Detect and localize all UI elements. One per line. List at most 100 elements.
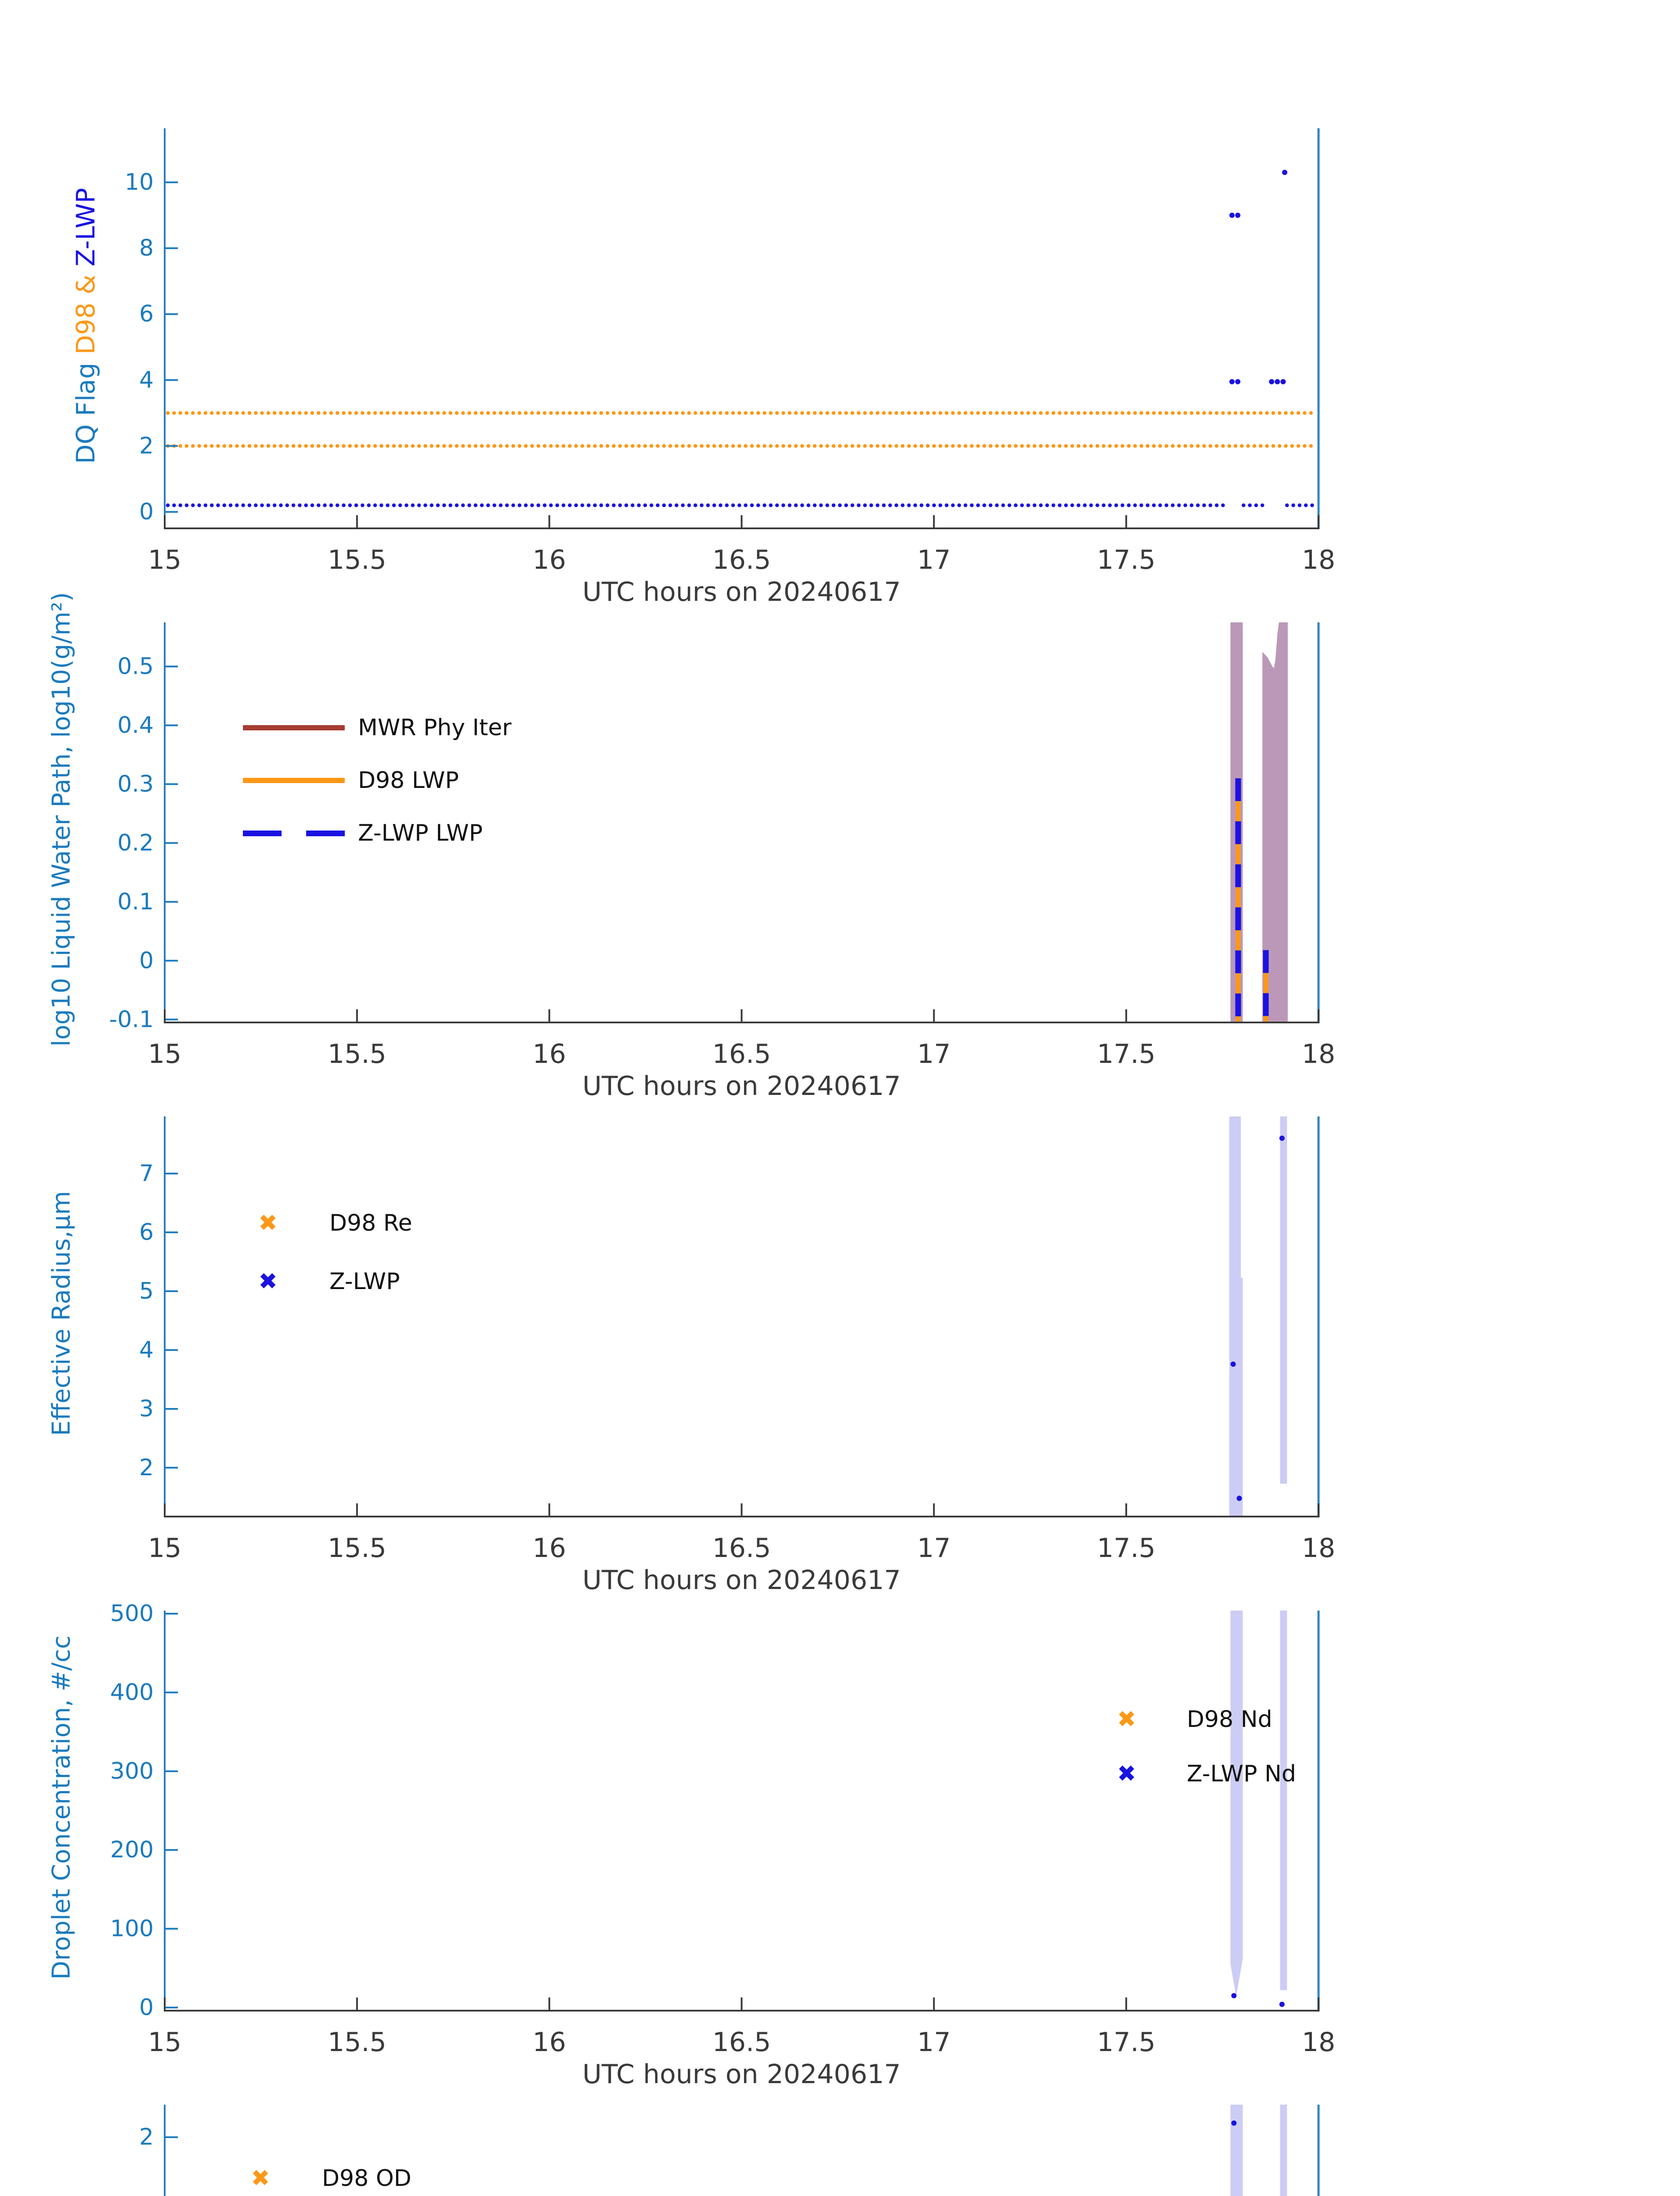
legend-swatch-x-icon: ✖ — [251, 2165, 270, 2192]
y-tick-label: 10 — [125, 169, 154, 195]
x-tick-label: 16 — [532, 545, 566, 575]
y-tick-label: 200 — [110, 1837, 154, 1863]
data-point-z-lwp-nd — [1231, 2120, 1237, 2126]
y-tick-label: 2 — [139, 433, 154, 459]
legend-item-z-lwp: ✖ Z-LWP — [257, 1252, 412, 1311]
x-tick-label: 15.5 — [328, 545, 387, 575]
uncertainty-band-optical-depth-1 — [1280, 2105, 1287, 2196]
legend-item-d98-re: ✖ D98 Re — [257, 1194, 412, 1252]
x-tick-label: 17.5 — [1097, 1039, 1156, 1069]
uncertainty-band-droplet-concentration-0 — [1230, 1611, 1243, 1997]
subplot-liquid-water-path: log10 Liquid Water Path, log10(g/m²) UTC… — [0, 592, 1680, 1116]
x-tick-label: 16 — [532, 2027, 566, 2058]
y-tick-label: 6 — [139, 1219, 154, 1246]
x-tick-label: 17 — [917, 2027, 950, 2058]
data-point-z-lwp — [1279, 1135, 1285, 1141]
x-tick-label: 15.5 — [328, 2027, 387, 2058]
x-tick-label: 17.5 — [1097, 1533, 1156, 1564]
uncertainty-band-effective-radius-1 — [1280, 1116, 1287, 1484]
y-tick-label: 0.3 — [117, 771, 154, 797]
y-tick-label: 0 — [139, 947, 154, 974]
y-tick-label: 4 — [139, 1337, 154, 1363]
uncertainty-band-droplet-concentration-1 — [1280, 1611, 1287, 1990]
subplot-droplet-concentration: Droplet Concentration, #/cc UTC hours on… — [0, 1611, 1680, 2105]
y-tick-label: 2 — [139, 1455, 154, 1481]
legend-item-z-lwp-lwp: Z-LWP LWP — [243, 807, 512, 860]
data-point-z-lwp-flag — [1282, 170, 1287, 175]
plot-data-layer-lwp — [1230, 622, 1288, 1022]
subplot-dq-flag: DQ Flag D98 & Z-LWP UTC hours on 2024061… — [0, 128, 1680, 622]
x-tick-label: 15 — [148, 1533, 181, 1564]
uncertainty-band-optical-depth-0 — [1230, 2105, 1243, 2196]
x-tick-label: 18 — [1302, 1533, 1335, 1564]
x-tick-label: 16 — [532, 1039, 566, 1069]
legend-item-d98-nd: ✖ D98 Nd — [1116, 1692, 1296, 1747]
data-point-z-lwp-flag — [1235, 213, 1241, 218]
legend-swatch-x-icon: ✖ — [258, 1210, 278, 1236]
x-tick-label: 16 — [532, 1533, 566, 1564]
x-tick-label: 17.5 — [1097, 545, 1156, 575]
y-tick-label: 5 — [139, 1278, 154, 1304]
data-point-z-lwp-flag — [1280, 379, 1286, 385]
legend-effective-radius: ✖ D98 Re ✖ Z-LWP — [257, 1194, 412, 1311]
data-point-z-lwp — [1236, 1495, 1242, 1501]
x-tick-label: 16.5 — [712, 545, 771, 575]
y-tick-label: 0.5 — [117, 653, 154, 679]
x-tick-label: 15.5 — [328, 1039, 387, 1069]
data-point-z-lwp-flag — [1229, 213, 1235, 218]
legend-swatch-dash-icon — [243, 830, 345, 836]
data-point-z-lwp — [1230, 1362, 1236, 1367]
y-tick-label: -0.1 — [109, 1006, 154, 1033]
x-tick-label: 17 — [917, 545, 950, 575]
legend-item-z-lwp-nd: ✖ Z-LWP Nd — [1116, 1747, 1296, 1801]
x-axis-label: UTC hours on 20240617 — [582, 1071, 901, 1102]
x-tick-label: 16.5 — [712, 2027, 771, 2058]
data-point-z-lwp-flag — [1235, 379, 1241, 385]
x-tick-label: 17.5 — [1097, 2027, 1156, 2058]
legend-item-mwr-phy-iter: MWR Phy Iter — [243, 701, 512, 754]
x-tick-label: 18 — [1302, 2027, 1335, 2058]
x-axis-label: UTC hours on 20240617 — [582, 2059, 901, 2090]
y-tick-label: 300 — [110, 1758, 154, 1784]
x-tick-label: 15 — [148, 2027, 181, 2058]
y-tick-label: 0.1 — [117, 889, 154, 915]
y-axis-label-optical-depth: Optical Depth — [47, 1994, 76, 2196]
ylabel-part-zlwp: Z-LWP — [71, 188, 101, 267]
x-axis-label: UTC hours on 20240617 — [582, 577, 901, 607]
x-tick-label: 16.5 — [712, 1039, 771, 1069]
ylabel-part-d98: D98 & — [71, 266, 101, 355]
y-tick-label: 3 — [139, 1396, 154, 1422]
legend-swatch-x-icon: ✖ — [1117, 1761, 1136, 1787]
legend-label: D98 Nd — [1187, 1706, 1272, 1733]
subplot-optical-depth: Optical Depth UTC hours on 20240617 ✖D98… — [0, 2105, 1680, 2196]
legend-lwp: MWR Phy Iter D98 LWP Z-LWP LWP — [243, 701, 512, 860]
plot-data-layer-effective-radius — [1229, 1116, 1287, 1517]
y-tick-label: 0 — [139, 498, 154, 525]
x-tick-label: 15 — [148, 545, 181, 575]
x-tick-label: 16.5 — [712, 1533, 771, 1564]
legend-droplet-concentration: ✖ D98 Nd ✖ Z-LWP Nd — [1116, 1692, 1296, 1801]
y-tick-label: 0.4 — [117, 712, 154, 738]
y-tick-label: 100 — [110, 1915, 154, 1942]
x-tick-label: 17 — [917, 1039, 950, 1069]
y-tick-label: 500 — [110, 1600, 154, 1627]
x-tick-label: 15 — [148, 1039, 181, 1069]
legend-label: MWR Phy Iter — [358, 715, 512, 741]
y-tick-label: 6 — [139, 301, 154, 327]
legend-item-d98-lwp: D98 LWP — [243, 754, 512, 807]
legend-item-d98-od: ✖ D98 OD — [249, 2149, 431, 2196]
legend-optical-depth: ✖D98 OD✖Z-LWP Nd — [249, 2149, 431, 2196]
data-point-z-lwp-flag — [1269, 379, 1275, 385]
legend-label: D98 LWP — [358, 767, 459, 794]
data-point-z-lwp-flag — [1229, 379, 1235, 385]
legend-swatch-line-icon — [243, 725, 345, 730]
data-point-z-lwp-flag — [1275, 379, 1280, 385]
legend-swatch-line-icon — [243, 778, 345, 783]
legend-swatch-x-icon: ✖ — [1117, 1706, 1136, 1733]
legend-label: Z-LWP — [329, 1268, 400, 1295]
y-tick-label: 0.2 — [117, 830, 154, 856]
plot-data-layer-optical-depth — [1230, 2105, 1287, 2196]
legend-label: Z-LWP Nd — [1187, 1761, 1296, 1787]
y-tick-label: 400 — [110, 1680, 154, 1706]
